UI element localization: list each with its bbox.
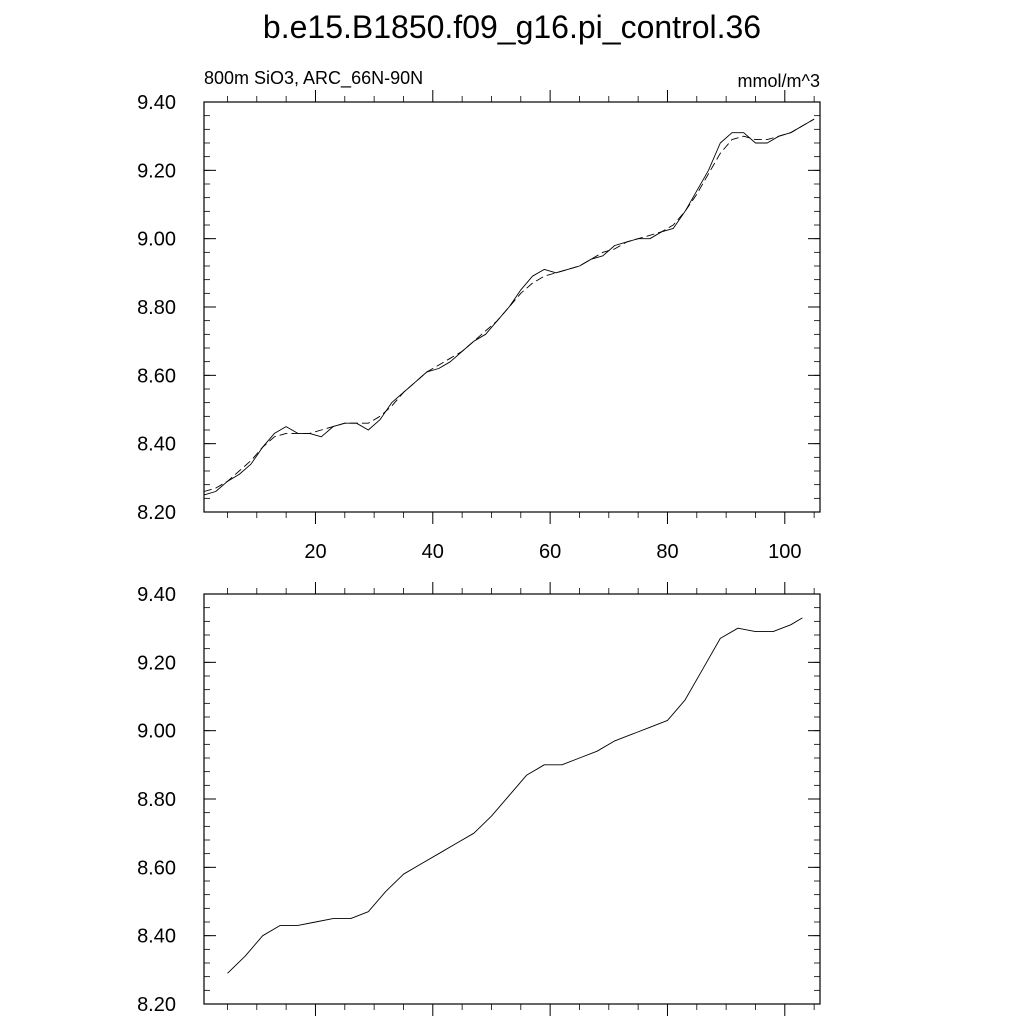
bottom-panel: 8.20 8.40 8.60 8.80 9.00 9.20 9.40 <box>137 582 821 1016</box>
top-panel: 8.20 8.40 8.60 8.80 9.00 9.20 9.40 20 40 60 80 100 <box>137 90 821 563</box>
bottom-y-tick-label: 8.20 <box>137 994 176 1016</box>
top-x-tick-label: 80 <box>656 541 678 563</box>
top-plot-frame <box>203 101 821 513</box>
bottom-y-tick-label: 8.80 <box>137 789 176 811</box>
top-x-tick-label: 20 <box>304 541 326 563</box>
chart-title: b.e15.B1850.f09_g16.pi_control.36 <box>263 9 761 45</box>
top-series-line-dashed <box>203 118 815 492</box>
top-y-tick-label: 9.20 <box>137 160 176 182</box>
top-y-tick-label: 8.40 <box>137 434 176 456</box>
bottom-y-tick-label: 9.00 <box>137 721 176 743</box>
top-y-tick-label: 8.20 <box>137 502 176 524</box>
top-x-tick-label: 100 <box>768 541 801 563</box>
bottom-y-tick-label: 8.40 <box>137 926 176 948</box>
top-y-tick-label: 8.80 <box>137 297 176 319</box>
top-x-tick-label: 40 <box>422 541 444 563</box>
top-x-tick-label: 60 <box>539 541 561 563</box>
bottom-plot-frame <box>203 593 821 1005</box>
top-series-line-solid <box>203 118 815 496</box>
top-y-tick-label: 9.40 <box>137 92 176 114</box>
top-y-tick-label: 9.00 <box>137 229 176 251</box>
chart-subtitle: 800m SiO3, ARC_66N-90N <box>204 68 423 89</box>
bottom-y-tick-label: 9.40 <box>137 584 176 606</box>
chart-units: mmol/m^3 <box>738 71 820 91</box>
bottom-y-tick-label: 8.60 <box>137 857 176 879</box>
bottom-y-tick-label: 9.20 <box>137 652 176 674</box>
top-y-tick-label: 8.60 <box>137 365 176 387</box>
bottom-series-line-solid <box>227 617 803 974</box>
